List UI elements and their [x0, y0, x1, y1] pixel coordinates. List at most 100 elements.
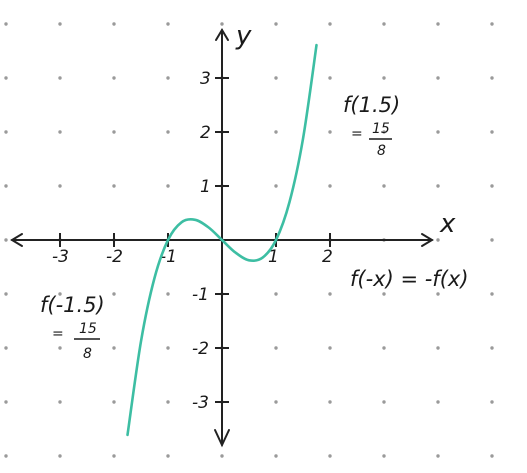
grid-dot — [58, 292, 62, 296]
grid-dot — [4, 130, 8, 134]
x-tick-label: 1 — [268, 247, 279, 267]
grid-dot — [490, 76, 494, 80]
grid-dot — [328, 130, 332, 134]
grid-dot — [436, 238, 440, 242]
grid-dot — [382, 400, 386, 404]
grid-dot — [274, 130, 278, 134]
x-axis-label: x — [439, 209, 456, 239]
grid-dot — [490, 130, 494, 134]
annotation-f-positive: f(1.5) = 15 8 — [343, 93, 400, 159]
grid-dot — [112, 454, 116, 458]
grid-dot — [112, 400, 116, 404]
grid-dot — [220, 454, 224, 458]
grid-dot — [166, 292, 170, 296]
y-axis-bottom-arrow — [214, 429, 230, 448]
grid-dot — [4, 76, 8, 80]
x-tick-label: -2 — [106, 247, 123, 267]
annotation-numerator: 15 — [372, 121, 390, 137]
grid-dot — [112, 76, 116, 80]
grid-dot — [382, 292, 386, 296]
grid-dot — [382, 22, 386, 26]
y-axis-label: y — [235, 21, 252, 51]
grid-dot — [436, 400, 440, 404]
grid-dot — [112, 346, 116, 350]
grid-dot — [274, 292, 278, 296]
y-tick-label: 3 — [200, 69, 211, 89]
grid-dot — [436, 454, 440, 458]
grid-dot — [328, 454, 332, 458]
grid-dot — [490, 184, 494, 188]
y-tick-label: 2 — [200, 123, 211, 143]
x-tick-label: -1 — [160, 247, 177, 267]
grid-dot — [490, 22, 494, 26]
grid-dot — [328, 346, 332, 350]
grid-dot — [382, 184, 386, 188]
grid-dot — [274, 454, 278, 458]
annotation-function: f(1.5) — [343, 93, 400, 117]
grid-dot — [328, 292, 332, 296]
grid-dot — [274, 76, 278, 80]
x-axis-right-arrow — [421, 233, 434, 247]
grid-dot — [328, 76, 332, 80]
grid-dot — [4, 346, 8, 350]
annotation-numerator: 15 — [79, 321, 97, 337]
grid-dot — [220, 22, 224, 26]
annotation-equals: = — [52, 326, 64, 342]
grid-dot — [58, 346, 62, 350]
grid-dot — [382, 346, 386, 350]
grid-dot — [490, 238, 494, 242]
annotation-f-negative: f(-1.5) = 15 8 — [40, 293, 105, 362]
grid-dot — [328, 22, 332, 26]
grid-dot — [58, 184, 62, 188]
odd-function-note: f(-x) = -f(x) — [350, 267, 469, 291]
grid-dot — [112, 22, 116, 26]
grid-dot — [436, 184, 440, 188]
grid-dot — [490, 346, 494, 350]
grid-dot — [58, 400, 62, 404]
y-tick-label: -1 — [192, 285, 209, 305]
grid-dot — [382, 454, 386, 458]
series-line — [126, 43, 318, 437]
grid-dot — [58, 130, 62, 134]
grid-dot — [166, 400, 170, 404]
annotation-function: f(-1.5) — [40, 293, 105, 317]
grid-dot — [436, 22, 440, 26]
grid-dot — [4, 292, 8, 296]
grid-dot — [382, 130, 386, 134]
grid-dot — [274, 346, 278, 350]
grid-dot — [382, 76, 386, 80]
grid-dot — [112, 130, 116, 134]
tick-labels: -3 -2 -1 1 2 3 2 1 -1 -2 -3 — [52, 69, 333, 413]
grid-dot — [274, 400, 278, 404]
grid-dot — [166, 130, 170, 134]
grid-dot — [4, 238, 8, 242]
grid-dot — [58, 76, 62, 80]
y-tick-label: -3 — [192, 393, 209, 413]
grid-dot — [166, 454, 170, 458]
grid-dot — [112, 292, 116, 296]
y-axis — [214, 28, 230, 448]
x-tick-label: 2 — [322, 247, 333, 267]
grid-dot — [274, 184, 278, 188]
grid-dot — [490, 292, 494, 296]
grid-dot — [4, 22, 8, 26]
y-tick-label: -2 — [192, 339, 209, 359]
grid-dot — [112, 184, 116, 188]
grid-dot — [166, 22, 170, 26]
x-tick-label: -3 — [52, 247, 69, 267]
grid-dot — [436, 292, 440, 296]
grid-dot — [4, 184, 8, 188]
annotation-equals: = — [351, 126, 363, 142]
y-tick-label: 1 — [200, 177, 211, 197]
annotation-denominator: 8 — [377, 143, 386, 159]
grid-dot — [436, 130, 440, 134]
grid-dot — [436, 346, 440, 350]
grid-dot — [166, 346, 170, 350]
x-axis-left-arrow — [10, 233, 23, 247]
grid-dot — [328, 400, 332, 404]
grid-dot — [328, 184, 332, 188]
grid-dot — [58, 454, 62, 458]
grid-dot — [436, 76, 440, 80]
y-axis-top-arrow — [215, 28, 229, 41]
